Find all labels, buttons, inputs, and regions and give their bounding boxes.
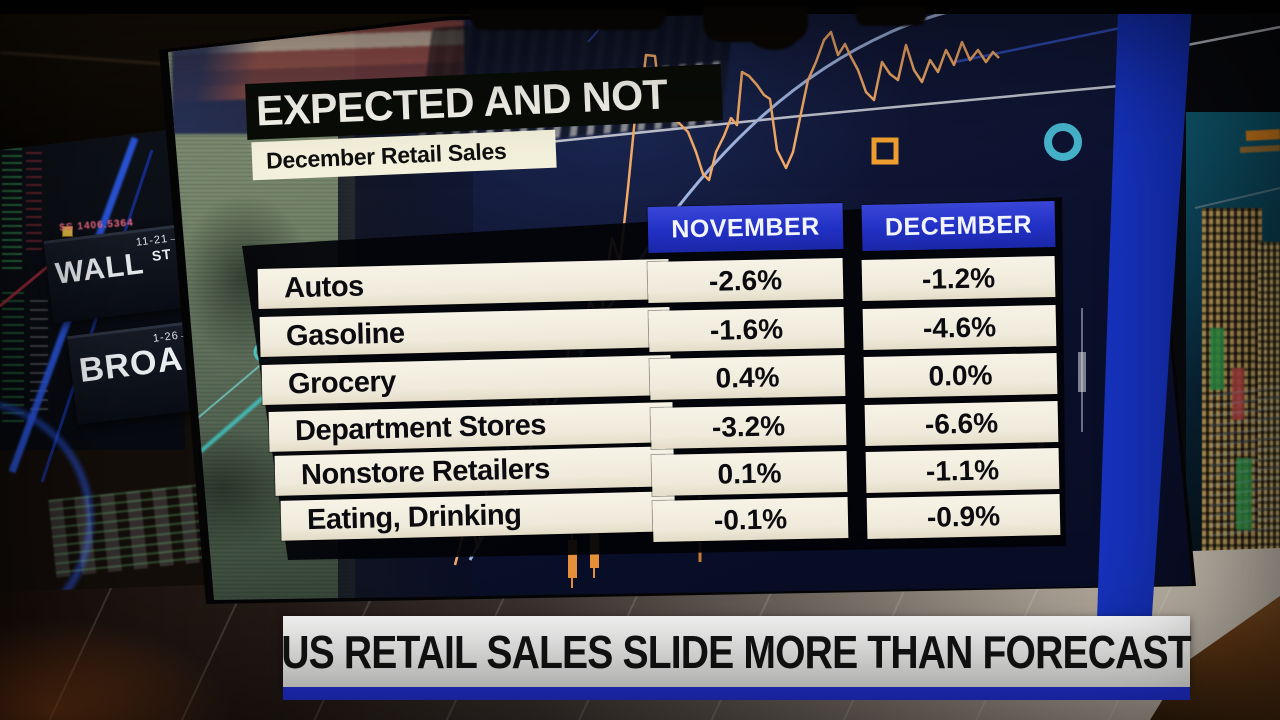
right-wall-lines bbox=[1181, 25, 1280, 209]
left-wall-ticker-rows bbox=[48, 484, 206, 578]
ticker-column-red bbox=[26, 152, 42, 252]
right-wall-ticker-text bbox=[1210, 385, 1280, 545]
building-windows-green bbox=[1210, 328, 1224, 390]
eating-drinking-december-value: -0.9% bbox=[866, 493, 1061, 540]
overhead-rig-shape-3 bbox=[752, 28, 796, 50]
chyron-banner: US RETAIL SALES SLIDE MORE THAN FORECAST bbox=[281, 616, 1192, 687]
column-header-december: DECEMBER bbox=[861, 200, 1056, 252]
ticker-column-green-2 bbox=[2, 292, 24, 422]
overhead-rig-bar bbox=[0, 0, 1280, 14]
monitor-icon bbox=[62, 226, 73, 237]
nonstore-retailers-november-value: 0.1% bbox=[651, 450, 848, 497]
building-tower-1 bbox=[1202, 208, 1262, 564]
building-tower-2 bbox=[1258, 242, 1280, 564]
ticker-column-green bbox=[2, 148, 22, 270]
page-subtitle: December Retail Sales bbox=[265, 137, 507, 174]
chyron-blue-underline bbox=[283, 687, 1190, 700]
autos-december-value: -1.2% bbox=[861, 255, 1056, 302]
nonstore-retailers-december-value: -1.1% bbox=[865, 447, 1060, 494]
gasoline-november-value: -1.6% bbox=[648, 306, 845, 353]
department-stores-december-value: -6.6% bbox=[864, 400, 1059, 447]
overhead-rig-shape-4 bbox=[856, 6, 926, 26]
autos-november-value: -2.6% bbox=[647, 257, 844, 304]
grocery-november-value: 0.4% bbox=[649, 354, 846, 401]
eating-drinking-november-value: -0.1% bbox=[652, 496, 849, 543]
overhead-rig-shape-1 bbox=[470, 8, 665, 30]
grocery-december-value: 0.0% bbox=[863, 352, 1058, 399]
department-stores-november-value: -3.2% bbox=[650, 403, 847, 450]
building-windows-green-2 bbox=[1236, 458, 1252, 530]
column-header-november: NOVEMBER bbox=[647, 202, 844, 254]
building-windows-red bbox=[1232, 368, 1244, 420]
gasoline-december-value: -4.6% bbox=[862, 304, 1057, 351]
chyron-headline: US RETAIL SALES SLIDE MORE THAN FORECAST bbox=[281, 625, 1192, 678]
